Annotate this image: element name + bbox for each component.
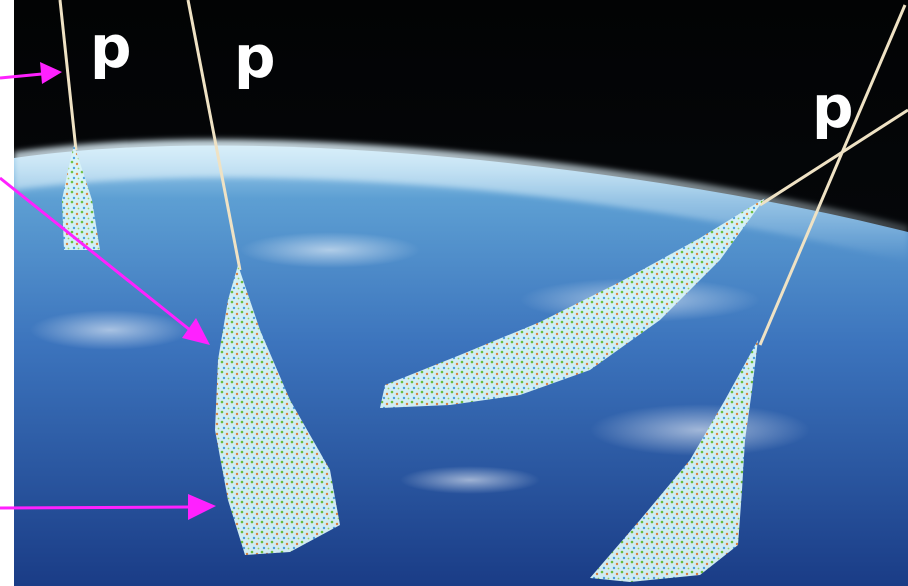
particle-track: [759, 108, 908, 207]
atmosphere-glow: [14, 139, 908, 262]
arrow-right-icon: [0, 62, 62, 84]
cloud: [30, 310, 190, 350]
particle-track: [758, 4, 907, 346]
air-shower: [62, 145, 100, 250]
particle-track: [58, 0, 78, 151]
cloud: [240, 232, 420, 268]
cloud: [400, 466, 540, 494]
arrow-down-right-icon: [0, 176, 210, 345]
arrow-right-icon: [0, 494, 216, 520]
proton-label: p: [90, 13, 132, 81]
proton-label: p: [234, 23, 276, 91]
particle-track: [186, 0, 242, 271]
air-shower: [380, 198, 765, 408]
photo: [14, 0, 908, 586]
air-shower: [215, 265, 340, 555]
cloud: [590, 404, 810, 456]
air-shower: [590, 340, 758, 582]
left-margin: [0, 0, 14, 586]
proton-label: p: [812, 73, 854, 141]
